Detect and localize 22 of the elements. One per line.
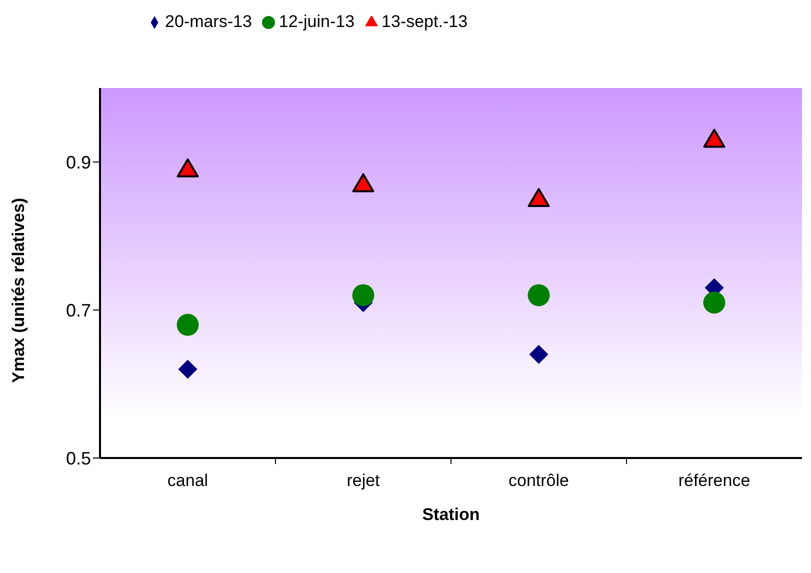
- point: [703, 292, 726, 314]
- point: [176, 314, 199, 336]
- point: [176, 158, 199, 178]
- legend-label: 13-sept.-13: [382, 12, 468, 31]
- point: [529, 344, 548, 364]
- x-axis-title: Station: [422, 505, 480, 524]
- x-tick-label: référence: [678, 471, 750, 490]
- x-tick-label: canal: [167, 471, 208, 490]
- point: [178, 360, 198, 379]
- point: [528, 284, 550, 306]
- point: [352, 284, 374, 306]
- x-tick-label: contrôle: [508, 471, 569, 490]
- x-tick-label: rejet: [346, 471, 380, 490]
- legend-label: 12-juin-13: [278, 12, 355, 31]
- y-axis-title: Ymax (unités rélatives): [9, 198, 28, 383]
- y-tick-label: 0.5: [66, 448, 91, 468]
- point: [703, 128, 726, 148]
- y-tick-label: 0.9: [66, 152, 91, 172]
- y-tick-label: 0.7: [66, 300, 91, 320]
- legend-label: 20-mars-13: [165, 12, 252, 31]
- point: [352, 173, 374, 192]
- point: [528, 188, 550, 207]
